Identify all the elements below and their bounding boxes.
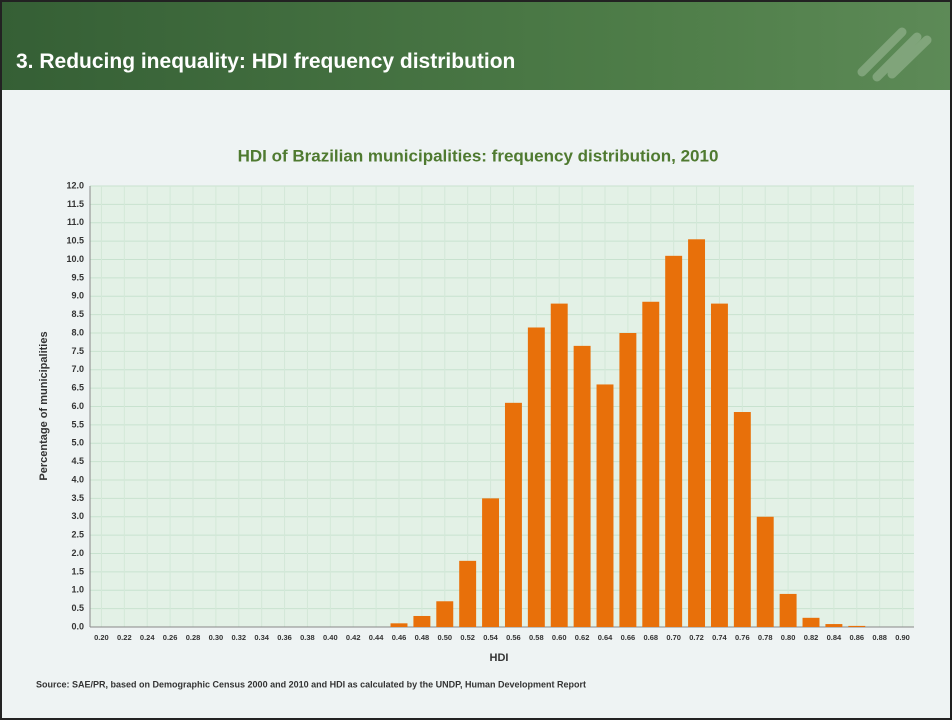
- x-tick-label: 0.66: [621, 633, 636, 642]
- bar: [482, 498, 500, 627]
- y-tick-label: 3.0: [71, 511, 84, 521]
- y-tick-label: 7.0: [71, 364, 84, 374]
- x-tick-label: 0.72: [689, 633, 704, 642]
- x-tick-label: 0.56: [506, 633, 521, 642]
- x-tick-label: 0.54: [483, 633, 498, 642]
- x-tick-label: 0.60: [552, 633, 567, 642]
- bar: [596, 384, 614, 627]
- y-tick-label: 4.0: [71, 474, 84, 484]
- x-tick-label: 0.30: [209, 633, 224, 642]
- x-axis-label: HDI: [490, 652, 509, 664]
- x-tick-label: 0.26: [163, 633, 178, 642]
- y-tick-label: 5.0: [71, 438, 84, 448]
- y-tick-label: 6.0: [71, 401, 84, 411]
- source: Source: SAE/PR, based on Demographic Cen…: [36, 679, 586, 689]
- x-tick-label: 0.28: [186, 633, 201, 642]
- x-tick-label: 0.90: [895, 633, 910, 642]
- bar: [459, 560, 477, 627]
- x-tick-label: 0.52: [460, 633, 475, 642]
- y-tick-label: 7.5: [71, 346, 84, 356]
- y-axis-label: Percentage of municipalities: [38, 331, 50, 480]
- bar: [573, 345, 591, 627]
- y-tick-label: 2.5: [71, 530, 84, 540]
- x-tick-label: 0.34: [254, 633, 269, 642]
- x-tick-label: 0.80: [781, 633, 796, 642]
- bar: [825, 624, 843, 627]
- y-tick-label: 10.5: [66, 236, 84, 246]
- bar: [390, 623, 408, 627]
- x-tick-label: 0.84: [827, 633, 842, 642]
- x-tick-label: 0.74: [712, 633, 727, 642]
- y-tick-label: 8.0: [71, 327, 84, 337]
- bar: [550, 303, 568, 627]
- y-tick-label: 8.5: [71, 309, 84, 319]
- logo: [857, 27, 932, 82]
- y-tick-label: 4.5: [71, 456, 84, 466]
- bar: [504, 402, 522, 627]
- x-tick-label: 0.42: [346, 633, 361, 642]
- bar: [642, 301, 660, 627]
- bar: [619, 333, 637, 627]
- bar: [733, 412, 751, 627]
- bar: [756, 516, 774, 627]
- x-tick-label: 0.32: [231, 633, 246, 642]
- x-tick-label: 0.82: [804, 633, 819, 642]
- bar: [665, 255, 683, 627]
- x-tick-label: 0.50: [437, 633, 452, 642]
- y-tick-label: 1.5: [71, 566, 84, 576]
- header: 3. Reducing inequality: HDI frequency di…: [2, 2, 950, 90]
- y-tick-label: 9.0: [71, 291, 84, 301]
- y-tick-label: 0.5: [71, 603, 84, 613]
- x-tick-label: 0.38: [300, 633, 315, 642]
- y-tick-label: 0.0: [71, 621, 84, 631]
- header-title: 3. Reducing inequality: HDI frequency di…: [16, 50, 516, 73]
- y-tick-label: 6.5: [71, 383, 84, 393]
- x-tick-label: 0.68: [643, 633, 658, 642]
- bar: [710, 303, 728, 627]
- x-tick-label: 0.20: [94, 633, 109, 642]
- x-tick-label: 0.40: [323, 633, 338, 642]
- bar: [436, 601, 454, 627]
- x-tick-label: 0.62: [575, 633, 590, 642]
- x-tick-label: 0.24: [140, 633, 155, 642]
- y-tick-label: 9.5: [71, 272, 84, 282]
- x-tick-label: 0.76: [735, 633, 750, 642]
- x-tick-label: 0.64: [598, 633, 613, 642]
- y-tick-label: 12.0: [66, 180, 84, 190]
- bar: [848, 625, 866, 627]
- x-tick-label: 0.44: [369, 633, 384, 642]
- chart-title: HDI of Brazilian municipalities: frequen…: [238, 146, 719, 165]
- x-tick-label: 0.22: [117, 633, 132, 642]
- y-tick-label: 5.5: [71, 419, 84, 429]
- x-tick-label: 0.46: [392, 633, 407, 642]
- x-tick-label: 0.48: [415, 633, 430, 642]
- y-tick-label: 11.0: [67, 217, 84, 227]
- x-tick-label: 0.36: [277, 633, 292, 642]
- y-tick-label: 2.0: [71, 548, 84, 558]
- bar: [802, 617, 820, 627]
- x-tick-label: 0.70: [666, 633, 681, 642]
- x-tick-label: 0.78: [758, 633, 773, 642]
- bar: [527, 327, 545, 627]
- bar: [688, 239, 706, 627]
- bar: [413, 615, 431, 627]
- y-tick-label: 10.0: [66, 254, 84, 264]
- x-tick-label: 0.88: [872, 633, 887, 642]
- bar: [779, 593, 797, 627]
- x-tick-label: 0.86: [849, 633, 864, 642]
- y-tick-label: 3.5: [71, 493, 84, 503]
- x-tick-label: 0.58: [529, 633, 544, 642]
- y-tick-label: 1.0: [71, 585, 84, 595]
- y-tick-label: 11.5: [67, 199, 84, 209]
